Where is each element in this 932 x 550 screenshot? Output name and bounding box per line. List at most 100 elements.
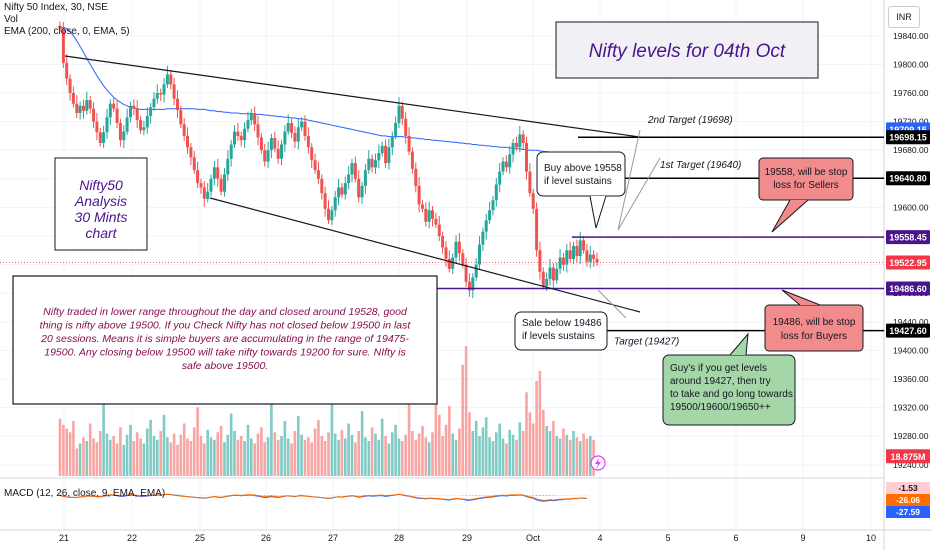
volume-bar: [478, 436, 481, 476]
commentary-box[interactable]: [12, 275, 438, 405]
macd-badge: -26.06: [896, 495, 920, 505]
ema-200-line: [59, 26, 588, 160]
volume-bar: [82, 437, 85, 477]
macd-histogram-bar: [461, 495, 464, 496]
candle-body: [360, 185, 364, 198]
volume-bar: [424, 437, 428, 477]
candle-body: [182, 124, 186, 136]
candle-body: [108, 103, 112, 118]
upper-trendline[interactable]: [64, 55, 641, 138]
macd-histogram-bar: [267, 495, 270, 496]
volume-bar: [454, 439, 458, 477]
candle-body: [273, 138, 277, 149]
volume-bar: [199, 436, 203, 476]
candle-body: [451, 257, 455, 269]
macd-histogram-bar: [263, 495, 266, 496]
buy-callout-tail: [589, 195, 607, 229]
candle-body: [582, 240, 586, 251]
volume-bar: [122, 444, 126, 477]
volume-bar: [169, 442, 173, 477]
volume-bar: [367, 441, 371, 476]
buyers-stop-box[interactable]: [764, 304, 864, 352]
y-tick-label: 19240.00: [893, 460, 929, 470]
volume-bar: [162, 414, 166, 477]
candle-body: [135, 108, 139, 121]
candle-body: [424, 208, 428, 222]
candle-body: [263, 150, 267, 162]
volume-bar: [589, 436, 592, 476]
candle-body: [169, 74, 173, 85]
volume-bar: [451, 433, 454, 476]
volume-bar: [565, 434, 569, 477]
candle-body: [572, 246, 575, 259]
macd-histogram-bar: [357, 495, 360, 496]
volume-legend[interactable]: Vol: [4, 14, 18, 25]
title-box[interactable]: [555, 21, 819, 79]
candle-body: [139, 120, 143, 131]
guys-note-box[interactable]: [662, 354, 796, 426]
volume-bar: [441, 436, 444, 476]
volume-bar: [216, 432, 219, 477]
candle-body: [172, 84, 176, 99]
analysis-box-line: Nifty50: [79, 177, 123, 193]
ema-200-layer: [59, 26, 588, 160]
volume-bar: [99, 431, 102, 476]
sellers-stop-box[interactable]: [758, 157, 854, 201]
candlestick-layer: [58, 21, 599, 299]
volume-bar: [585, 438, 589, 476]
volume-bar: [290, 443, 293, 476]
candle-body: [246, 120, 250, 129]
candle-body: [515, 143, 518, 148]
candle-body: [236, 131, 240, 136]
candle-body: [585, 250, 589, 262]
candle-body: [565, 250, 569, 265]
lower-trendline[interactable]: [209, 197, 641, 313]
y-tick-label: 19800.00: [893, 59, 929, 69]
price-badge: 19486.60: [889, 284, 927, 294]
candle-body: [290, 123, 294, 133]
macd-histogram-bar: [549, 495, 551, 496]
candle-body: [159, 93, 163, 95]
candle-body: [575, 246, 579, 256]
volume-bar: [535, 381, 538, 476]
candle-body: [162, 84, 166, 95]
candle-body: [357, 178, 361, 198]
volume-bar: [387, 443, 391, 476]
volume-bar: [488, 437, 491, 477]
volume-bar: [431, 432, 434, 477]
candle-body: [454, 241, 458, 258]
analysis-box[interactable]: [54, 157, 148, 251]
sell-callout[interactable]: [514, 311, 608, 351]
volume-bar: [135, 432, 139, 477]
volume-bar: [448, 406, 451, 476]
candle-body: [444, 247, 448, 259]
candle-body: [518, 134, 522, 148]
currency-button[interactable]: INR: [888, 6, 920, 28]
volume-bar: [474, 421, 478, 476]
volume-bar: [250, 438, 253, 476]
buy-callout[interactable]: [536, 151, 626, 197]
candle-body: [353, 163, 357, 179]
macd-legend[interactable]: MACD (12, 26, close, 9, EMA, EMA): [4, 488, 166, 499]
commentary-line: 20 sessions. Means it is simple buyers a…: [40, 333, 409, 345]
volume-bar: [88, 423, 92, 476]
volume-bar: [511, 434, 515, 477]
volume-bar: [203, 443, 206, 476]
volume-bar: [115, 443, 119, 476]
candle-body: [286, 123, 290, 132]
candle-body: [380, 145, 384, 154]
candle-body: [88, 100, 92, 109]
time-axis: 21 22 25 26 27 28 29 Oct 4 5 6 9 10: [59, 533, 876, 543]
candle-body: [306, 135, 310, 148]
candle-body: [219, 178, 223, 192]
x-tick-label: 9: [800, 533, 805, 543]
volume-bar: [209, 437, 213, 477]
y-tick-label: 19440.00: [893, 317, 929, 327]
ema-legend[interactable]: EMA (200, close, 0, EMA, 5): [4, 26, 130, 37]
volume-bar: [542, 409, 545, 477]
candle-body: [521, 134, 525, 143]
volume-bar: [146, 428, 149, 476]
symbol-legend[interactable]: Nifty 50 Index, 30, NSE: [4, 2, 108, 13]
volume-bar: [461, 364, 464, 477]
